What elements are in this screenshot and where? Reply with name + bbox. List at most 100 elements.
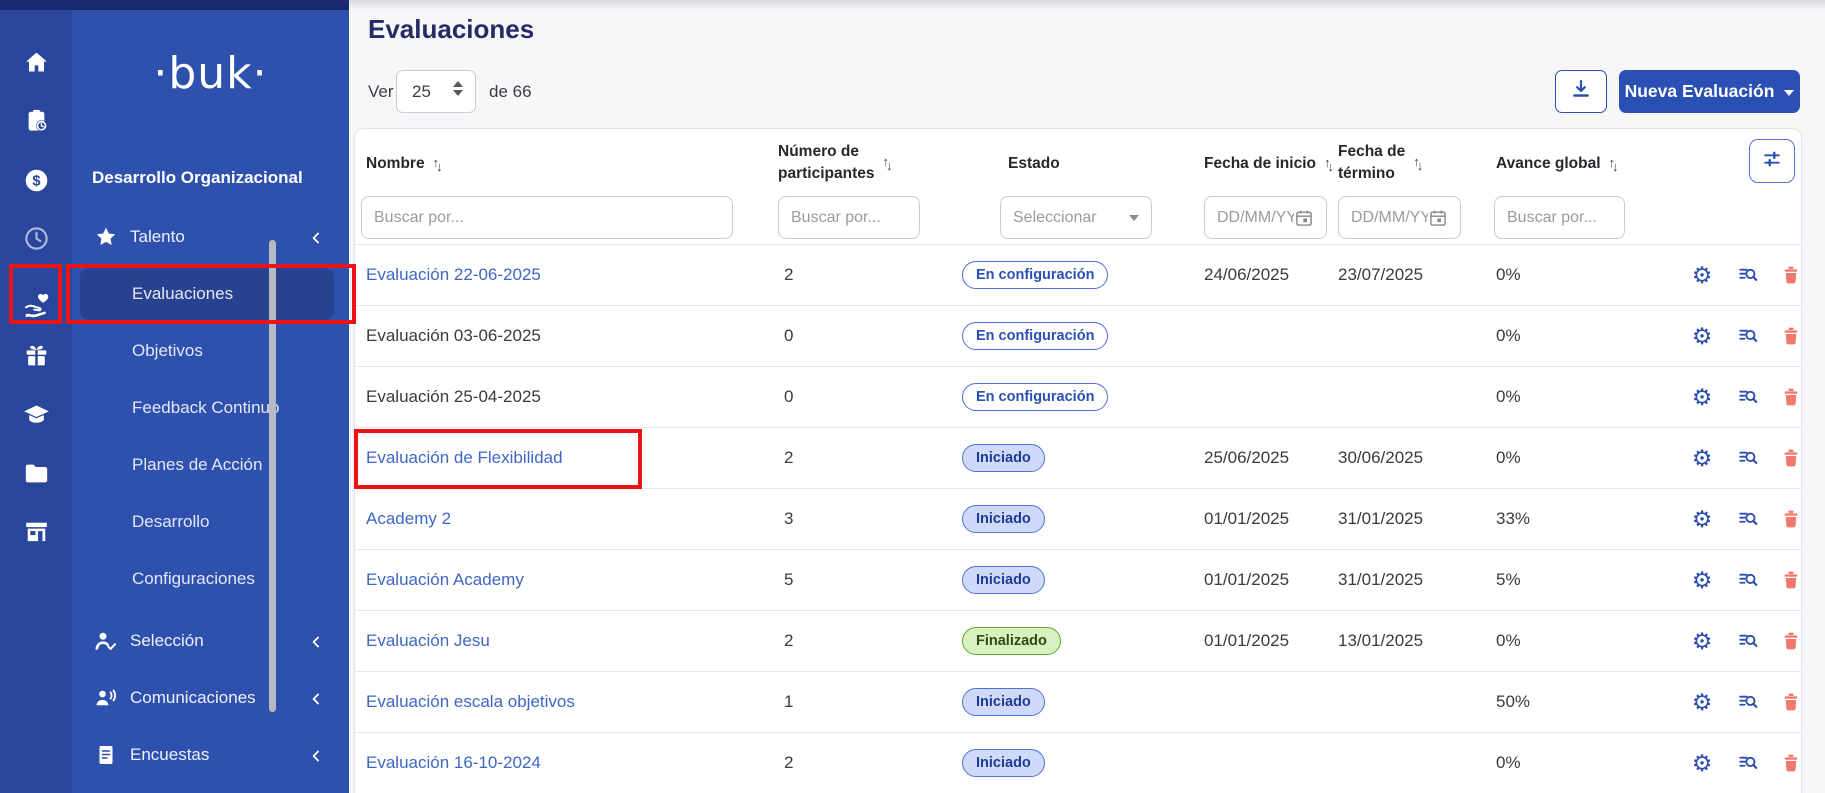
start-date: 01/01/2025 <box>1204 631 1290 650</box>
status-badge: En configuración <box>962 322 1109 350</box>
chevron-left-icon[interactable] <box>309 230 323 244</box>
trash-icon[interactable] <box>1779 629 1803 653</box>
filter-participantes-input[interactable]: Buscar por... <box>778 196 920 239</box>
list-search-icon[interactable] <box>1736 690 1760 714</box>
graduation-cap-icon[interactable] <box>0 392 72 436</box>
page-size-select[interactable]: 25 <box>396 70 476 113</box>
table-row: Evaluación 22-06-2025 2 En configuración 24… <box>355 244 1801 305</box>
sidebar-item-comunicaciones[interactable]: Comunicaciones <box>72 678 349 718</box>
icon-rail: $ <box>0 10 72 793</box>
trash-icon[interactable] <box>1779 324 1803 348</box>
sidebar-item-label: Selección <box>130 631 204 650</box>
storefront-icon[interactable] <box>0 509 72 553</box>
filter-estado-input[interactable]: Seleccionar <box>1000 196 1152 239</box>
sort-arrows-icon[interactable]: ↑↓ <box>1413 153 1424 173</box>
sort-arrows-icon[interactable]: ↑↓ <box>1608 154 1619 174</box>
sidebar-item-label: Encuestas <box>130 745 210 764</box>
evaluation-name-link[interactable]: Evaluación Academy <box>366 570 524 589</box>
filter-fecha-inicio-input[interactable]: DD/MM/YY <box>1204 196 1327 239</box>
stepper-icon[interactable] <box>453 81 463 96</box>
evaluation-name: Evaluación 03-06-2025 <box>366 326 541 345</box>
trash-icon[interactable] <box>1779 385 1803 409</box>
gear-icon[interactable]: ⚙ <box>1691 261 1713 288</box>
hand-heart-icon[interactable] <box>0 282 72 326</box>
sidebar-item-planes-de-acci-n[interactable]: Planes de Acción <box>72 445 349 485</box>
download-icon <box>1569 77 1593 106</box>
sort-arrows-icon[interactable]: ↑↓ <box>882 153 893 173</box>
sidebar-item-label: Feedback Continuo <box>132 398 280 417</box>
list-search-icon[interactable] <box>1736 446 1760 470</box>
sidebar-scrollbar-thumb[interactable] <box>269 240 276 712</box>
download-button[interactable] <box>1555 70 1607 113</box>
nueva-evaluacion-button[interactable]: Nueva Evaluación <box>1619 70 1800 113</box>
sort-arrows-icon[interactable]: ↑↓ <box>432 154 443 174</box>
list-search-icon[interactable] <box>1736 324 1760 348</box>
sidebar-item-desarrollo[interactable]: Desarrollo <box>72 502 349 542</box>
gift-icon[interactable] <box>0 333 72 377</box>
gear-icon[interactable]: ⚙ <box>1691 322 1713 349</box>
status-badge: Finalizado <box>962 627 1061 655</box>
trash-icon[interactable] <box>1779 751 1803 775</box>
trash-icon[interactable] <box>1779 263 1803 287</box>
table-row: Evaluación Jesu 2 Finalizado 01/01/2025 13/0… <box>355 610 1801 671</box>
gear-icon[interactable]: ⚙ <box>1691 505 1713 532</box>
sidebar-item-configuraciones[interactable]: Configuraciones <box>72 559 349 599</box>
evaluation-name-link[interactable]: Evaluación Jesu <box>366 631 490 650</box>
list-search-icon[interactable] <box>1736 263 1760 287</box>
list-search-icon[interactable] <box>1736 385 1760 409</box>
dollar-circle-icon[interactable]: $ <box>0 158 72 202</box>
gear-icon[interactable]: ⚙ <box>1691 444 1713 471</box>
gear-icon[interactable]: ⚙ <box>1691 688 1713 715</box>
end-date: 13/01/2025 <box>1338 631 1424 650</box>
sidebar-item-talento[interactable]: Talento <box>72 217 349 257</box>
trash-icon[interactable] <box>1779 507 1803 531</box>
filter-fecha-termino-input[interactable]: DD/MM/YY <box>1338 196 1461 239</box>
sidebar-item-feedback-continuo[interactable]: Feedback Continuo <box>72 388 349 428</box>
sidebar-item-selecci-n[interactable]: Selección <box>72 621 349 661</box>
folder-icon[interactable] <box>0 451 72 495</box>
sidebar-item-objetivos[interactable]: Objetivos <box>72 331 349 371</box>
buk-logo[interactable]: ·buk· <box>153 48 268 99</box>
start-date: 01/01/2025 <box>1204 570 1290 589</box>
trash-icon[interactable] <box>1779 568 1803 592</box>
list-search-icon[interactable] <box>1736 568 1760 592</box>
evaluation-name-link[interactable]: Evaluación de Flexibilidad <box>366 448 563 467</box>
column-label: Nombre <box>366 155 425 172</box>
calendar-icon[interactable] <box>1294 208 1314 228</box>
filter-nombre-input[interactable]: Buscar por... <box>361 196 733 239</box>
evaluation-name-link[interactable]: Evaluación 22-06-2025 <box>366 265 541 284</box>
column-settings-button[interactable] <box>1749 139 1795 183</box>
trash-icon[interactable] <box>1779 446 1803 470</box>
list-search-icon[interactable] <box>1736 629 1760 653</box>
gear-icon[interactable]: ⚙ <box>1691 627 1713 654</box>
sidebar-item-evaluaciones[interactable]: Evaluaciones <box>72 274 349 314</box>
calendar-icon[interactable] <box>1428 208 1448 228</box>
sort-arrows-icon[interactable]: ↑↓ <box>1323 154 1334 174</box>
sidebar-item-encuestas[interactable]: Encuestas <box>72 735 349 775</box>
end-date: 23/07/2025 <box>1338 265 1424 284</box>
person-check-icon <box>94 629 118 653</box>
page-title: Evaluaciones <box>368 14 535 44</box>
trash-icon[interactable] <box>1779 690 1803 714</box>
chevron-left-icon[interactable] <box>309 748 323 762</box>
clock-icon[interactable] <box>0 216 72 260</box>
filter-avance-input[interactable]: Buscar por... <box>1494 196 1625 239</box>
participants-count: 2 <box>784 448 794 467</box>
evaluation-name-link[interactable]: Academy 2 <box>366 509 452 528</box>
sidebar-item-label: Talento <box>130 227 185 246</box>
evaluation-name-link[interactable]: Evaluación 16-10-2024 <box>366 753 541 772</box>
evaluation-name-link[interactable]: Evaluación escala objetivos <box>366 692 575 711</box>
progress-value: 0% <box>1496 387 1521 406</box>
clipboard-clock-icon[interactable] <box>0 98 72 142</box>
sidebar-item-label: Planes de Acción <box>132 455 263 474</box>
gear-icon[interactable]: ⚙ <box>1691 383 1713 410</box>
chevron-left-icon[interactable] <box>309 634 323 648</box>
list-search-icon[interactable] <box>1736 507 1760 531</box>
chevron-down-icon <box>1784 89 1795 96</box>
list-search-icon[interactable] <box>1736 751 1760 775</box>
home-icon[interactable] <box>0 40 72 84</box>
gear-icon[interactable]: ⚙ <box>1691 749 1713 776</box>
chevron-left-icon[interactable] <box>309 691 323 705</box>
column-label: Número de participantes <box>778 143 875 182</box>
gear-icon[interactable]: ⚙ <box>1691 566 1713 593</box>
